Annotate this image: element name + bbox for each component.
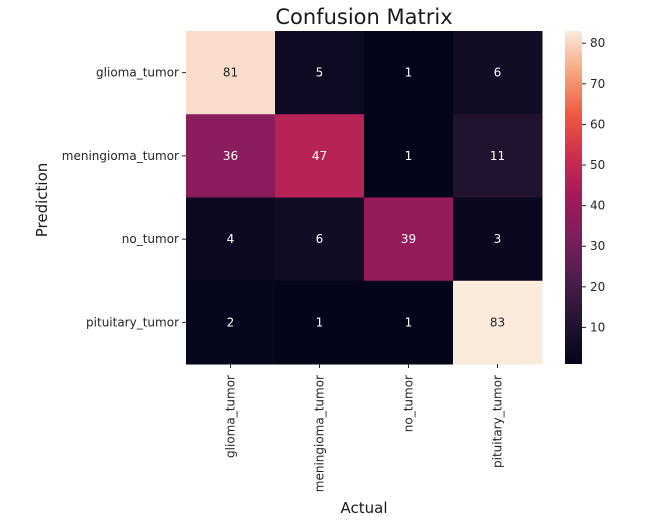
y-tick-label: glioma_tumor bbox=[96, 66, 179, 80]
heatmap-cell-label: 1 bbox=[405, 149, 413, 163]
heatmap-cell bbox=[275, 31, 365, 115]
heatmap-cell bbox=[364, 31, 454, 115]
y-tick-label: meningioma_tumor bbox=[62, 149, 179, 163]
y-axis-title: Prediction bbox=[33, 163, 51, 238]
colorbar-tick-label: 20 bbox=[590, 280, 605, 294]
heatmap-cell bbox=[453, 114, 543, 198]
x-tick-label: meningioma_tumor bbox=[313, 375, 327, 492]
heatmap-cell-labels: 81 5 1 636 47 1 114 6 39 32 1 1 83 bbox=[223, 66, 505, 330]
x-tick-label: glioma_tumor bbox=[224, 375, 238, 458]
heatmap-cell-label: 1 bbox=[405, 315, 413, 329]
chart-title: Confusion Matrix bbox=[275, 5, 452, 29]
colorbar-tick-label: 80 bbox=[590, 36, 605, 50]
heatmap-cell bbox=[186, 31, 276, 115]
colorbar-tick-label: 60 bbox=[590, 117, 605, 131]
x-tick-label: no_tumor bbox=[402, 375, 416, 432]
heatmap-cell-label: 81 bbox=[223, 66, 238, 80]
heatmap-cells bbox=[186, 31, 543, 365]
x-axis-ticks: glioma_tumor meningioma_tumor no_tumor pitu… bbox=[224, 364, 505, 492]
y-axis-ticks: glioma_tumor meningioma_tumor no_tumorpitu… bbox=[62, 66, 186, 329]
heatmap-cell bbox=[186, 280, 276, 365]
heatmap-cell-label: 3 bbox=[494, 232, 502, 246]
x-axis-title: Actual bbox=[341, 499, 388, 517]
colorbar bbox=[565, 31, 582, 364]
heatmap-cell-label: 4 bbox=[227, 232, 235, 246]
heatmap-cell-label: 36 bbox=[223, 149, 238, 163]
colorbar-tick-label: 10 bbox=[590, 320, 605, 334]
heatmap-cell bbox=[186, 197, 276, 282]
colorbar-tick-label: 30 bbox=[590, 239, 605, 253]
heatmap-cell bbox=[364, 114, 454, 198]
heatmap-cell bbox=[453, 197, 543, 282]
heatmap-cell-label: 11 bbox=[490, 149, 505, 163]
colorbar-ticks: 10 20 30 40 50 60 70 80 bbox=[582, 36, 605, 334]
heatmap-cell bbox=[453, 280, 543, 365]
heatmap-cell-label: 47 bbox=[312, 149, 327, 163]
heatmap-cell-label: 6 bbox=[494, 66, 502, 80]
heatmap-cell-label: 5 bbox=[316, 66, 324, 80]
heatmap-cell-label: 1 bbox=[405, 66, 413, 80]
colorbar-tick-label: 40 bbox=[590, 199, 605, 213]
y-tick-label: pituitary_tumor bbox=[86, 315, 179, 329]
heatmap-cell-label: 6 bbox=[316, 232, 324, 246]
heatmap-cell bbox=[275, 114, 365, 198]
colorbar-tick-label: 50 bbox=[590, 158, 605, 172]
y-tick-label: no_tumor bbox=[122, 232, 179, 246]
heatmap-cell bbox=[275, 197, 365, 282]
heatmap-cell bbox=[275, 280, 365, 365]
colorbar-tick-label: 70 bbox=[590, 77, 605, 91]
heatmap-cell bbox=[186, 114, 276, 198]
heatmap-cell bbox=[364, 280, 454, 365]
heatmap-cell-label: 2 bbox=[227, 315, 235, 329]
heatmap-cell bbox=[364, 197, 454, 282]
x-tick-label: pituitary_tumor bbox=[491, 375, 505, 468]
heatmap-cell bbox=[453, 31, 543, 115]
heatmap-cell-label: 39 bbox=[401, 232, 416, 246]
heatmap-cell-label: 1 bbox=[316, 315, 324, 329]
heatmap-cell-label: 83 bbox=[490, 315, 505, 329]
